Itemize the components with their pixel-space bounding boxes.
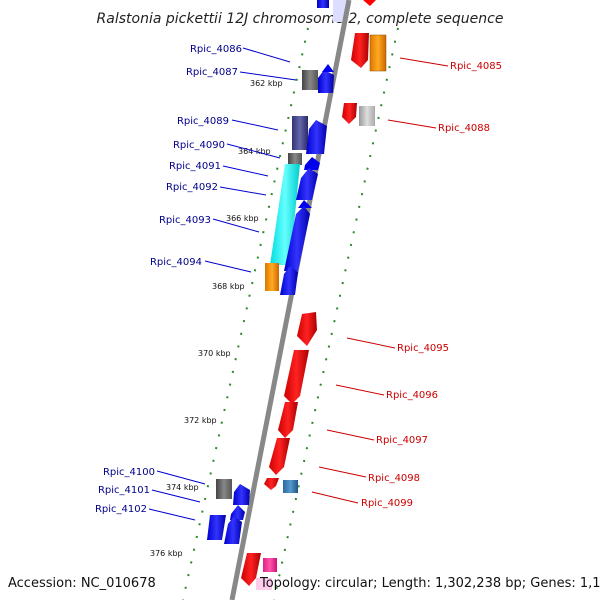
scale-label: 376 kbp xyxy=(150,549,183,558)
gene-rpic-4096-arrow xyxy=(284,350,309,404)
gene-label-rpic-4102[interactable]: Rpic_4102 xyxy=(95,504,147,515)
gene-label-rpic-4085[interactable]: Rpic_4085 xyxy=(450,61,502,72)
gene-rpic-4085-arrow xyxy=(351,33,369,68)
gene-label-rpic-4101[interactable]: Rpic_4101 xyxy=(98,485,150,496)
gene-rpic-4100-block xyxy=(216,479,232,499)
scale-label: 368 kbp xyxy=(212,282,245,291)
gene-rpic-4088-block xyxy=(359,106,375,126)
gene-label-rpic-4090[interactable]: Rpic_4090 xyxy=(173,140,225,151)
gc-skew-track-right xyxy=(273,27,399,600)
scale-label: 366 kbp xyxy=(226,214,259,223)
gene-rpic-4099-block xyxy=(283,480,298,493)
gene-rpic-4098-arrow xyxy=(269,438,290,475)
scale-label: 362 kbp xyxy=(250,79,283,88)
gene-rpic-4087-block xyxy=(302,70,318,90)
gene-label-rpic-4096[interactable]: Rpic_4096 xyxy=(386,390,438,401)
gene-label-rpic-4097[interactable]: Rpic_4097 xyxy=(376,435,428,446)
gene-label-rpic-4095[interactable]: Rpic_4095 xyxy=(397,343,449,354)
gene-bottom-pink xyxy=(263,558,277,572)
gene-rpic-4087-arrow xyxy=(318,70,334,93)
gene-label-rpic-4091[interactable]: Rpic_4091 xyxy=(169,161,221,172)
gene-rpic-4089-arrow xyxy=(306,120,327,154)
gene-label-rpic-4098[interactable]: Rpic_4098 xyxy=(368,473,420,484)
gene-label-rpic-4100[interactable]: Rpic_4100 xyxy=(103,467,155,478)
gene-rpic-4099-arrow xyxy=(264,478,279,490)
leader-lines-left xyxy=(148,47,297,521)
gene-label-rpic-4093[interactable]: Rpic_4093 xyxy=(159,215,211,226)
gene-shapes xyxy=(207,33,387,590)
scale-label: 370 kbp xyxy=(198,349,231,358)
gene-rpic-4095-arrow xyxy=(297,312,317,346)
gene-labels-left: Rpic_4086 Rpic_4087 Rpic_4089 Rpic_4090 … xyxy=(95,44,242,515)
accession-label: Accession: NC_010678 xyxy=(8,576,156,591)
gene-rpic-4089-block xyxy=(292,116,308,150)
gene-labels-right: Rpic_4085 Rpic_4088 Rpic_4095 Rpic_4096 … xyxy=(361,61,502,509)
gene-bottom-red xyxy=(241,553,261,586)
gene-rpic-4102-block xyxy=(207,515,226,540)
scale-label: 374 kbp xyxy=(166,483,199,492)
gene-rpic-4094-block xyxy=(265,263,279,291)
gene-label-rpic-4089[interactable]: Rpic_4089 xyxy=(177,116,229,127)
gene-rpic-4088-arrow xyxy=(342,103,357,124)
gene-label-rpic-4087[interactable]: Rpic_4087 xyxy=(186,67,238,78)
gene-label-rpic-4086[interactable]: Rpic_4086 xyxy=(190,44,242,55)
map-title: Ralstonia pickettii 12J chromosome 2, co… xyxy=(97,11,504,27)
gene-rpic-4090-block xyxy=(288,153,302,165)
gene-rpic-4100-arrow xyxy=(233,484,250,505)
gene-label-rpic-4092[interactable]: Rpic_4092 xyxy=(166,182,218,193)
gene-rpic-4094-arrow xyxy=(280,266,298,295)
gene-label-rpic-4088[interactable]: Rpic_4088 xyxy=(438,123,490,134)
leader-lines-right xyxy=(311,57,449,504)
chromosome-backbone xyxy=(229,0,352,600)
gene-label-rpic-4094[interactable]: Rpic_4094 xyxy=(150,257,202,268)
gene-rpic-4085-block xyxy=(369,34,387,72)
gene-label-rpic-4099[interactable]: Rpic_4099 xyxy=(361,498,413,509)
topology-label: Topology: circular; Length: 1,302,238 bp… xyxy=(259,576,600,591)
gene-rpic-4097-arrow xyxy=(278,402,298,438)
scale-label: 372 kbp xyxy=(184,416,217,425)
